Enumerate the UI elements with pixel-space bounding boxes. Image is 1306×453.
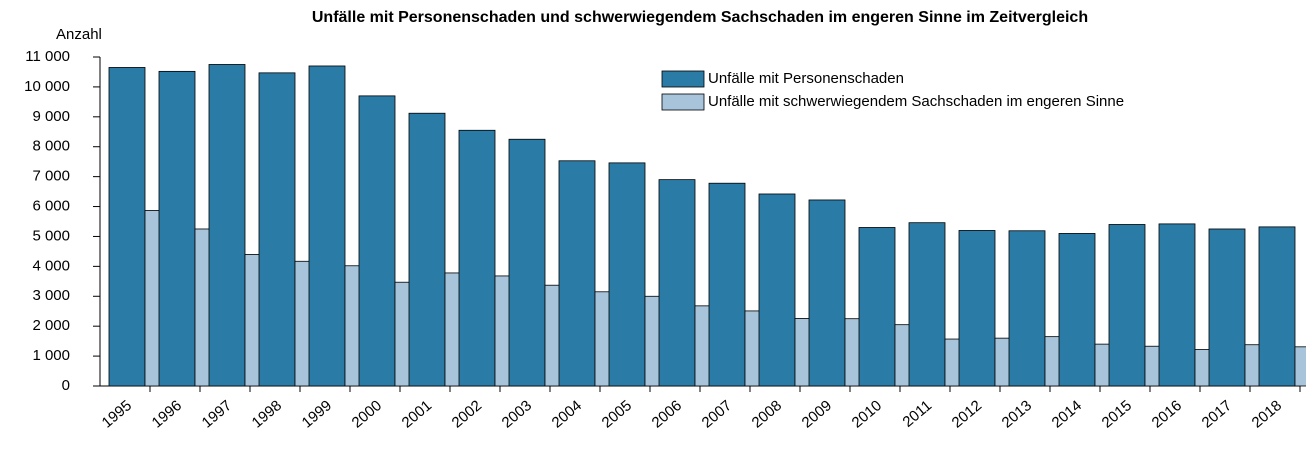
bar xyxy=(1058,233,1096,387)
x-tick-label: 2007 xyxy=(699,397,735,431)
bar xyxy=(708,182,746,387)
x-tick-label: 2003 xyxy=(499,397,535,431)
x-tick-label: 2009 xyxy=(799,397,835,431)
x-tick-label: 2017 xyxy=(1199,397,1235,431)
x-tick-label: 2000 xyxy=(349,397,385,431)
x-tick-label: 2001 xyxy=(399,397,435,431)
bar xyxy=(408,112,446,387)
bar xyxy=(1158,223,1196,387)
x-tick-label: 1995 xyxy=(99,397,135,431)
bar xyxy=(808,199,846,387)
bar xyxy=(1208,228,1246,387)
bar xyxy=(108,67,146,387)
x-tick-label: 2005 xyxy=(599,397,635,431)
bar xyxy=(858,227,896,387)
x-tick-label: 2004 xyxy=(549,397,585,431)
x-tick-label: 1996 xyxy=(149,397,185,431)
bar xyxy=(608,162,646,387)
legend-label: Unfälle mit Personenschaden xyxy=(708,70,904,87)
y-tick-label: 9 000 xyxy=(32,108,70,125)
x-tick-label: 1997 xyxy=(199,397,235,431)
y-tick-label: 3 000 xyxy=(32,287,70,304)
x-tick-label: 2002 xyxy=(449,397,485,431)
x-tick-label: 1998 xyxy=(249,397,285,431)
legend-swatch xyxy=(661,70,705,88)
bar xyxy=(1294,346,1306,387)
bar xyxy=(508,138,546,387)
y-tick-label: 1 000 xyxy=(32,347,70,364)
x-tick-label: 2010 xyxy=(849,397,885,431)
legend-label: Unfälle mit schwerwiegendem Sachschaden … xyxy=(708,93,1124,110)
bar xyxy=(458,129,496,387)
y-tick-label: 0 xyxy=(62,377,70,394)
bar xyxy=(358,95,396,387)
bar xyxy=(1108,224,1146,387)
x-tick-label: 2006 xyxy=(649,397,685,431)
bar xyxy=(558,160,596,387)
y-tick-label: 5 000 xyxy=(32,227,70,244)
bar xyxy=(908,222,946,387)
bar xyxy=(658,179,696,387)
bar xyxy=(158,70,196,387)
x-tick-label: 1999 xyxy=(299,397,335,431)
x-tick-label: 2014 xyxy=(1049,397,1085,431)
legend-swatch xyxy=(661,93,705,111)
x-tick-label: 2013 xyxy=(999,397,1035,431)
y-tick-label: 7 000 xyxy=(32,168,70,185)
bar xyxy=(208,64,246,387)
y-axis-label: Anzahl xyxy=(56,26,102,43)
y-tick-label: 4 000 xyxy=(32,257,70,274)
y-tick-label: 2 000 xyxy=(32,317,70,334)
x-tick-label: 2016 xyxy=(1149,397,1185,431)
chart-title: Unfälle mit Personenschaden und schwerwi… xyxy=(312,9,1088,26)
bar xyxy=(308,65,346,387)
x-tick-label: 2008 xyxy=(749,397,785,431)
y-tick-label: 11 000 xyxy=(25,48,70,65)
x-tick-label: 2012 xyxy=(949,397,985,431)
x-tick-label: 2011 xyxy=(899,397,935,431)
bar xyxy=(1258,226,1296,387)
bar xyxy=(958,230,996,387)
x-tick-label: 2018 xyxy=(1249,397,1285,431)
bar xyxy=(1008,230,1046,387)
y-tick-label: 8 000 xyxy=(32,138,70,155)
x-tick-label: 2015 xyxy=(1099,397,1135,431)
bar xyxy=(258,72,296,387)
bar xyxy=(758,193,796,387)
y-tick-label: 6 000 xyxy=(32,198,70,215)
y-tick-label: 10 000 xyxy=(24,78,70,95)
